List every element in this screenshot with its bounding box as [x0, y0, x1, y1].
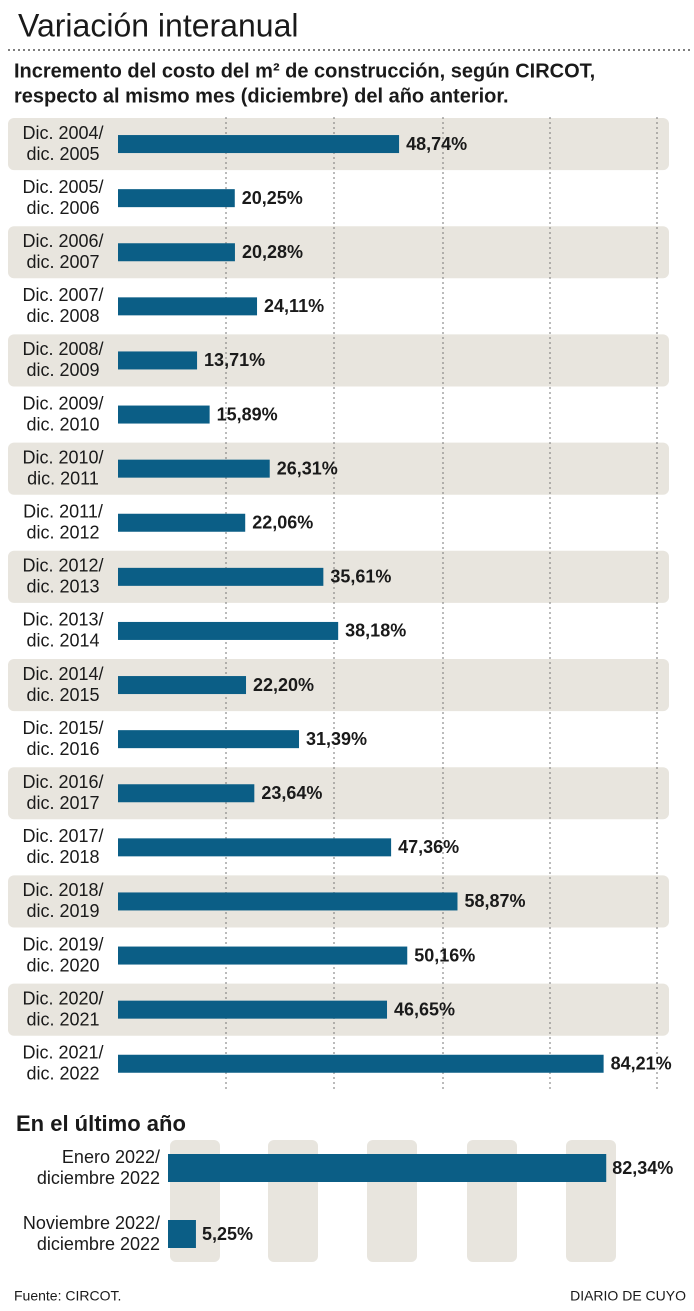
category-label: dic. 2011	[27, 468, 99, 488]
category-label: dic. 2010	[26, 414, 99, 434]
category-label: Dic. 2007/	[22, 285, 103, 305]
value-label: 48,74%	[406, 134, 467, 154]
category-label: Dic. 2013/	[22, 610, 103, 630]
value-label: 82,34%	[612, 1158, 673, 1178]
value-label: 13,71%	[204, 350, 265, 370]
bar	[118, 838, 392, 857]
bar	[168, 1220, 196, 1248]
subtitle: Incremento del costo del m² de construcc…	[14, 60, 595, 82]
category-label: Dic. 2020/	[22, 988, 103, 1008]
category-label: dic. 2008	[26, 306, 99, 326]
value-label: 38,18%	[345, 621, 406, 641]
value-label: 31,39%	[306, 729, 367, 749]
value-label: 24,11%	[264, 296, 324, 316]
row-background	[8, 550, 669, 603]
category-label: dic. 2005	[26, 144, 99, 164]
bar	[168, 1154, 607, 1182]
category-label: Dic. 2004/	[22, 123, 103, 143]
row-background	[8, 767, 669, 820]
bar	[118, 621, 339, 640]
category-label: dic. 2009	[26, 360, 99, 380]
category-label: Dic. 2019/	[22, 934, 103, 954]
category-label: Dic. 2014/	[22, 664, 103, 684]
category-label: Dic. 2016/	[22, 772, 103, 792]
bar	[118, 1000, 388, 1019]
category-label: Dic. 2008/	[22, 339, 103, 359]
value-label: 15,89%	[217, 404, 278, 424]
category-label: Dic. 2012/	[22, 556, 103, 576]
row-background	[8, 659, 669, 712]
bar	[118, 567, 324, 586]
subtitle: respecto al mismo mes (diciembre) del añ…	[14, 85, 509, 107]
bar	[118, 243, 235, 262]
row-background	[8, 226, 669, 279]
source: Fuente: CIRCOT.	[14, 1288, 121, 1304]
category-label: dic. 2016	[26, 739, 99, 759]
category-label: Dic. 2010/	[22, 447, 103, 467]
bar	[118, 459, 270, 478]
bar	[118, 513, 246, 532]
bar	[118, 946, 408, 965]
bar	[118, 730, 300, 749]
category-label: diciembre 2022	[37, 1168, 160, 1188]
value-label: 50,16%	[414, 945, 475, 965]
category-label: Dic. 2018/	[22, 880, 103, 900]
title: Variación interanual	[18, 7, 298, 43]
category-label: dic. 2015	[26, 685, 99, 705]
category-label: dic. 2022	[26, 1064, 99, 1084]
category-label: dic. 2014	[26, 631, 99, 651]
category-label: dic. 2021	[26, 1009, 99, 1029]
bar	[118, 676, 247, 695]
category-label: Enero 2022/	[62, 1147, 160, 1167]
category-label: Dic. 2011/	[23, 502, 103, 522]
value-label: 20,28%	[242, 242, 303, 262]
bar	[118, 892, 458, 911]
value-label: 20,25%	[242, 188, 303, 208]
credit: DIARIO DE CUYO	[570, 1288, 686, 1304]
category-label: Dic. 2005/	[22, 177, 103, 197]
category-label: dic. 2007	[26, 252, 99, 272]
category-label: dic. 2006	[26, 198, 99, 218]
category-label: Dic. 2009/	[22, 393, 103, 413]
bar	[118, 784, 255, 803]
category-label: dic. 2018	[26, 847, 99, 867]
bar	[118, 135, 400, 154]
category-label: Dic. 2021/	[22, 1043, 103, 1063]
bar	[118, 297, 258, 316]
category-label: diciembre 2022	[37, 1234, 160, 1254]
row-background	[8, 442, 669, 495]
category-label: Dic. 2015/	[22, 718, 103, 738]
category-label: dic. 2012	[26, 523, 99, 543]
category-label: dic. 2013	[26, 577, 99, 597]
bar	[118, 189, 235, 208]
value-label: 5,25%	[202, 1224, 253, 1244]
chart-title: En el último año	[16, 1111, 186, 1136]
category-label: Noviembre 2022/	[23, 1213, 160, 1233]
value-label: 35,61%	[330, 567, 391, 587]
value-label: 47,36%	[398, 837, 459, 857]
value-label: 22,20%	[253, 675, 314, 695]
value-label: 26,31%	[277, 458, 338, 478]
row-background	[8, 334, 669, 387]
bar	[118, 351, 198, 370]
value-label: 58,87%	[464, 891, 525, 911]
value-label: 46,65%	[394, 999, 455, 1019]
bar	[118, 405, 210, 424]
category-label: Dic. 2017/	[22, 826, 103, 846]
category-label: dic. 2019	[26, 901, 99, 921]
value-label: 84,21%	[611, 1054, 672, 1074]
category-label: dic. 2017	[26, 793, 99, 813]
value-label: 22,06%	[252, 513, 313, 533]
category-label: Dic. 2006/	[22, 231, 103, 251]
value-label: 23,64%	[261, 783, 322, 803]
bar	[118, 1054, 604, 1073]
category-label: dic. 2020	[26, 955, 99, 975]
